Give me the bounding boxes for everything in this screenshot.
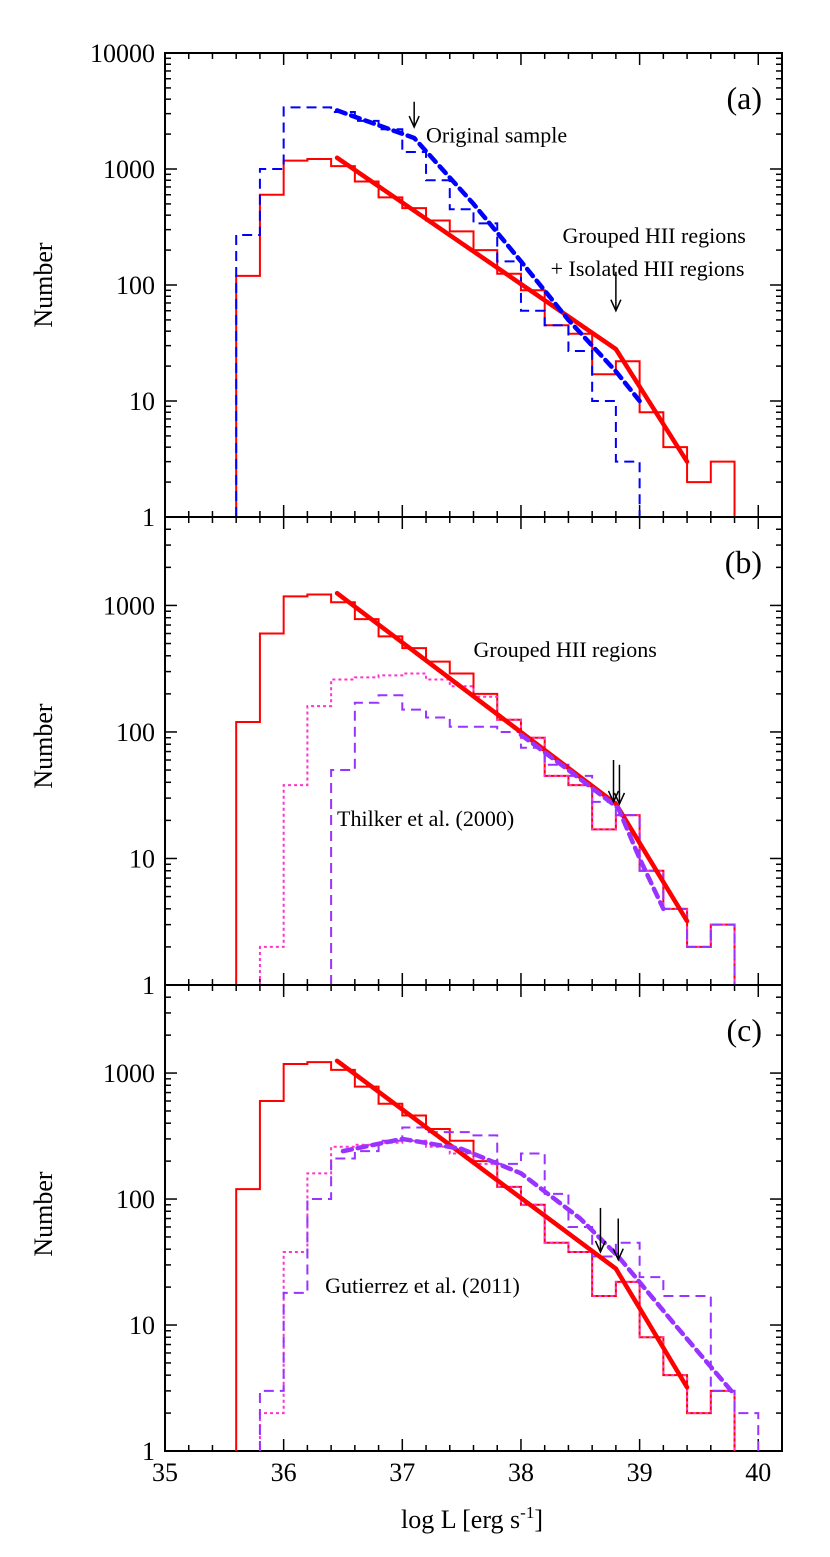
x-axis-label-main: log L [erg s [401, 1505, 520, 1534]
fit-red [334, 1058, 690, 1390]
annotation-label: Thilker et al. (2000) [337, 806, 514, 831]
x-axis-label-end: ] [534, 1505, 543, 1534]
histogram-magenta-dotted [258, 672, 736, 985]
y-tick-label: 10 [129, 387, 155, 416]
break-arrow-head [594, 1240, 607, 1254]
x-axis-label-sup: -1 [520, 1503, 534, 1522]
y-tick-label: 1000 [103, 155, 155, 184]
annotation-label: + Isolated HII regions [551, 256, 745, 281]
y-tick-label: 1 [142, 1437, 155, 1466]
break-arrow-head [610, 299, 622, 313]
y-axis-label-a: Number [29, 242, 58, 328]
histogram-red-solid [235, 1061, 736, 1451]
y-tick-label: 10000 [90, 39, 155, 68]
fit-red [334, 155, 690, 464]
panel-label: (a) [726, 80, 762, 116]
x-axis-label: log L [erg s-1] [401, 1503, 543, 1534]
y-tick-label: 1000 [103, 1059, 155, 1088]
x-tick-label: 35 [152, 1458, 178, 1487]
break-arrow-head [408, 115, 420, 129]
annotation-label: Grouped HII regions [474, 637, 657, 662]
histogram-violet-dashed [330, 694, 736, 985]
histogram-blue-dashed [235, 106, 641, 517]
fit-red [334, 590, 690, 924]
y-tick-label: 100 [116, 718, 155, 747]
break-arrow-head [607, 790, 620, 804]
x-tick-label: 36 [271, 1458, 297, 1487]
panel-label: (c) [726, 1012, 762, 1048]
x-tick-label: 39 [627, 1458, 653, 1487]
break-arrow-head [612, 1248, 624, 1262]
y-tick-label: 1 [142, 971, 155, 1000]
panel-b: 1 10 100 1000 Grouped HII regions Thilker et … [103, 516, 783, 1000]
y-tick-label: 10 [129, 844, 155, 873]
fit-violet [340, 1136, 737, 1397]
y-tick-label: 100 [116, 271, 155, 300]
histogram-violet-dashed [258, 1126, 760, 1451]
plot-frame [164, 516, 783, 986]
annotation-label: Original sample [426, 122, 567, 147]
plot-frame [164, 984, 783, 1452]
y-axis-label-c: Number [29, 1171, 58, 1257]
annotation-label: Grouped HII regions [562, 223, 745, 248]
panel-label: (b) [725, 544, 762, 580]
y-tick-label: 1000 [103, 591, 155, 620]
x-tick-label: 37 [389, 1458, 415, 1487]
panel-a: 1 10 100 1000 10000 Original sample Grouped HI… [90, 39, 783, 532]
fit-violet [518, 732, 666, 912]
x-tick-label: 40 [745, 1458, 771, 1487]
y-axis-label-b: Number [29, 703, 58, 789]
x-tick-label: 38 [508, 1458, 534, 1487]
y-tick-label: 10 [129, 1311, 155, 1340]
histogram-red-solid [235, 157, 736, 517]
y-tick-label: 1 [142, 503, 155, 532]
panel-c: 1 10 100 1000 35 36 37 38 39 40 Gutierrez et al. (… [103, 984, 783, 1487]
panels: 1 10 100 1000 10000 Original sample Grouped HI… [90, 39, 783, 1487]
fit-blue [334, 108, 642, 404]
annotation-label: Gutierrez et al. (2011) [325, 1273, 520, 1298]
break-arrow-head [613, 792, 626, 806]
y-tick-label: 100 [116, 1185, 155, 1214]
